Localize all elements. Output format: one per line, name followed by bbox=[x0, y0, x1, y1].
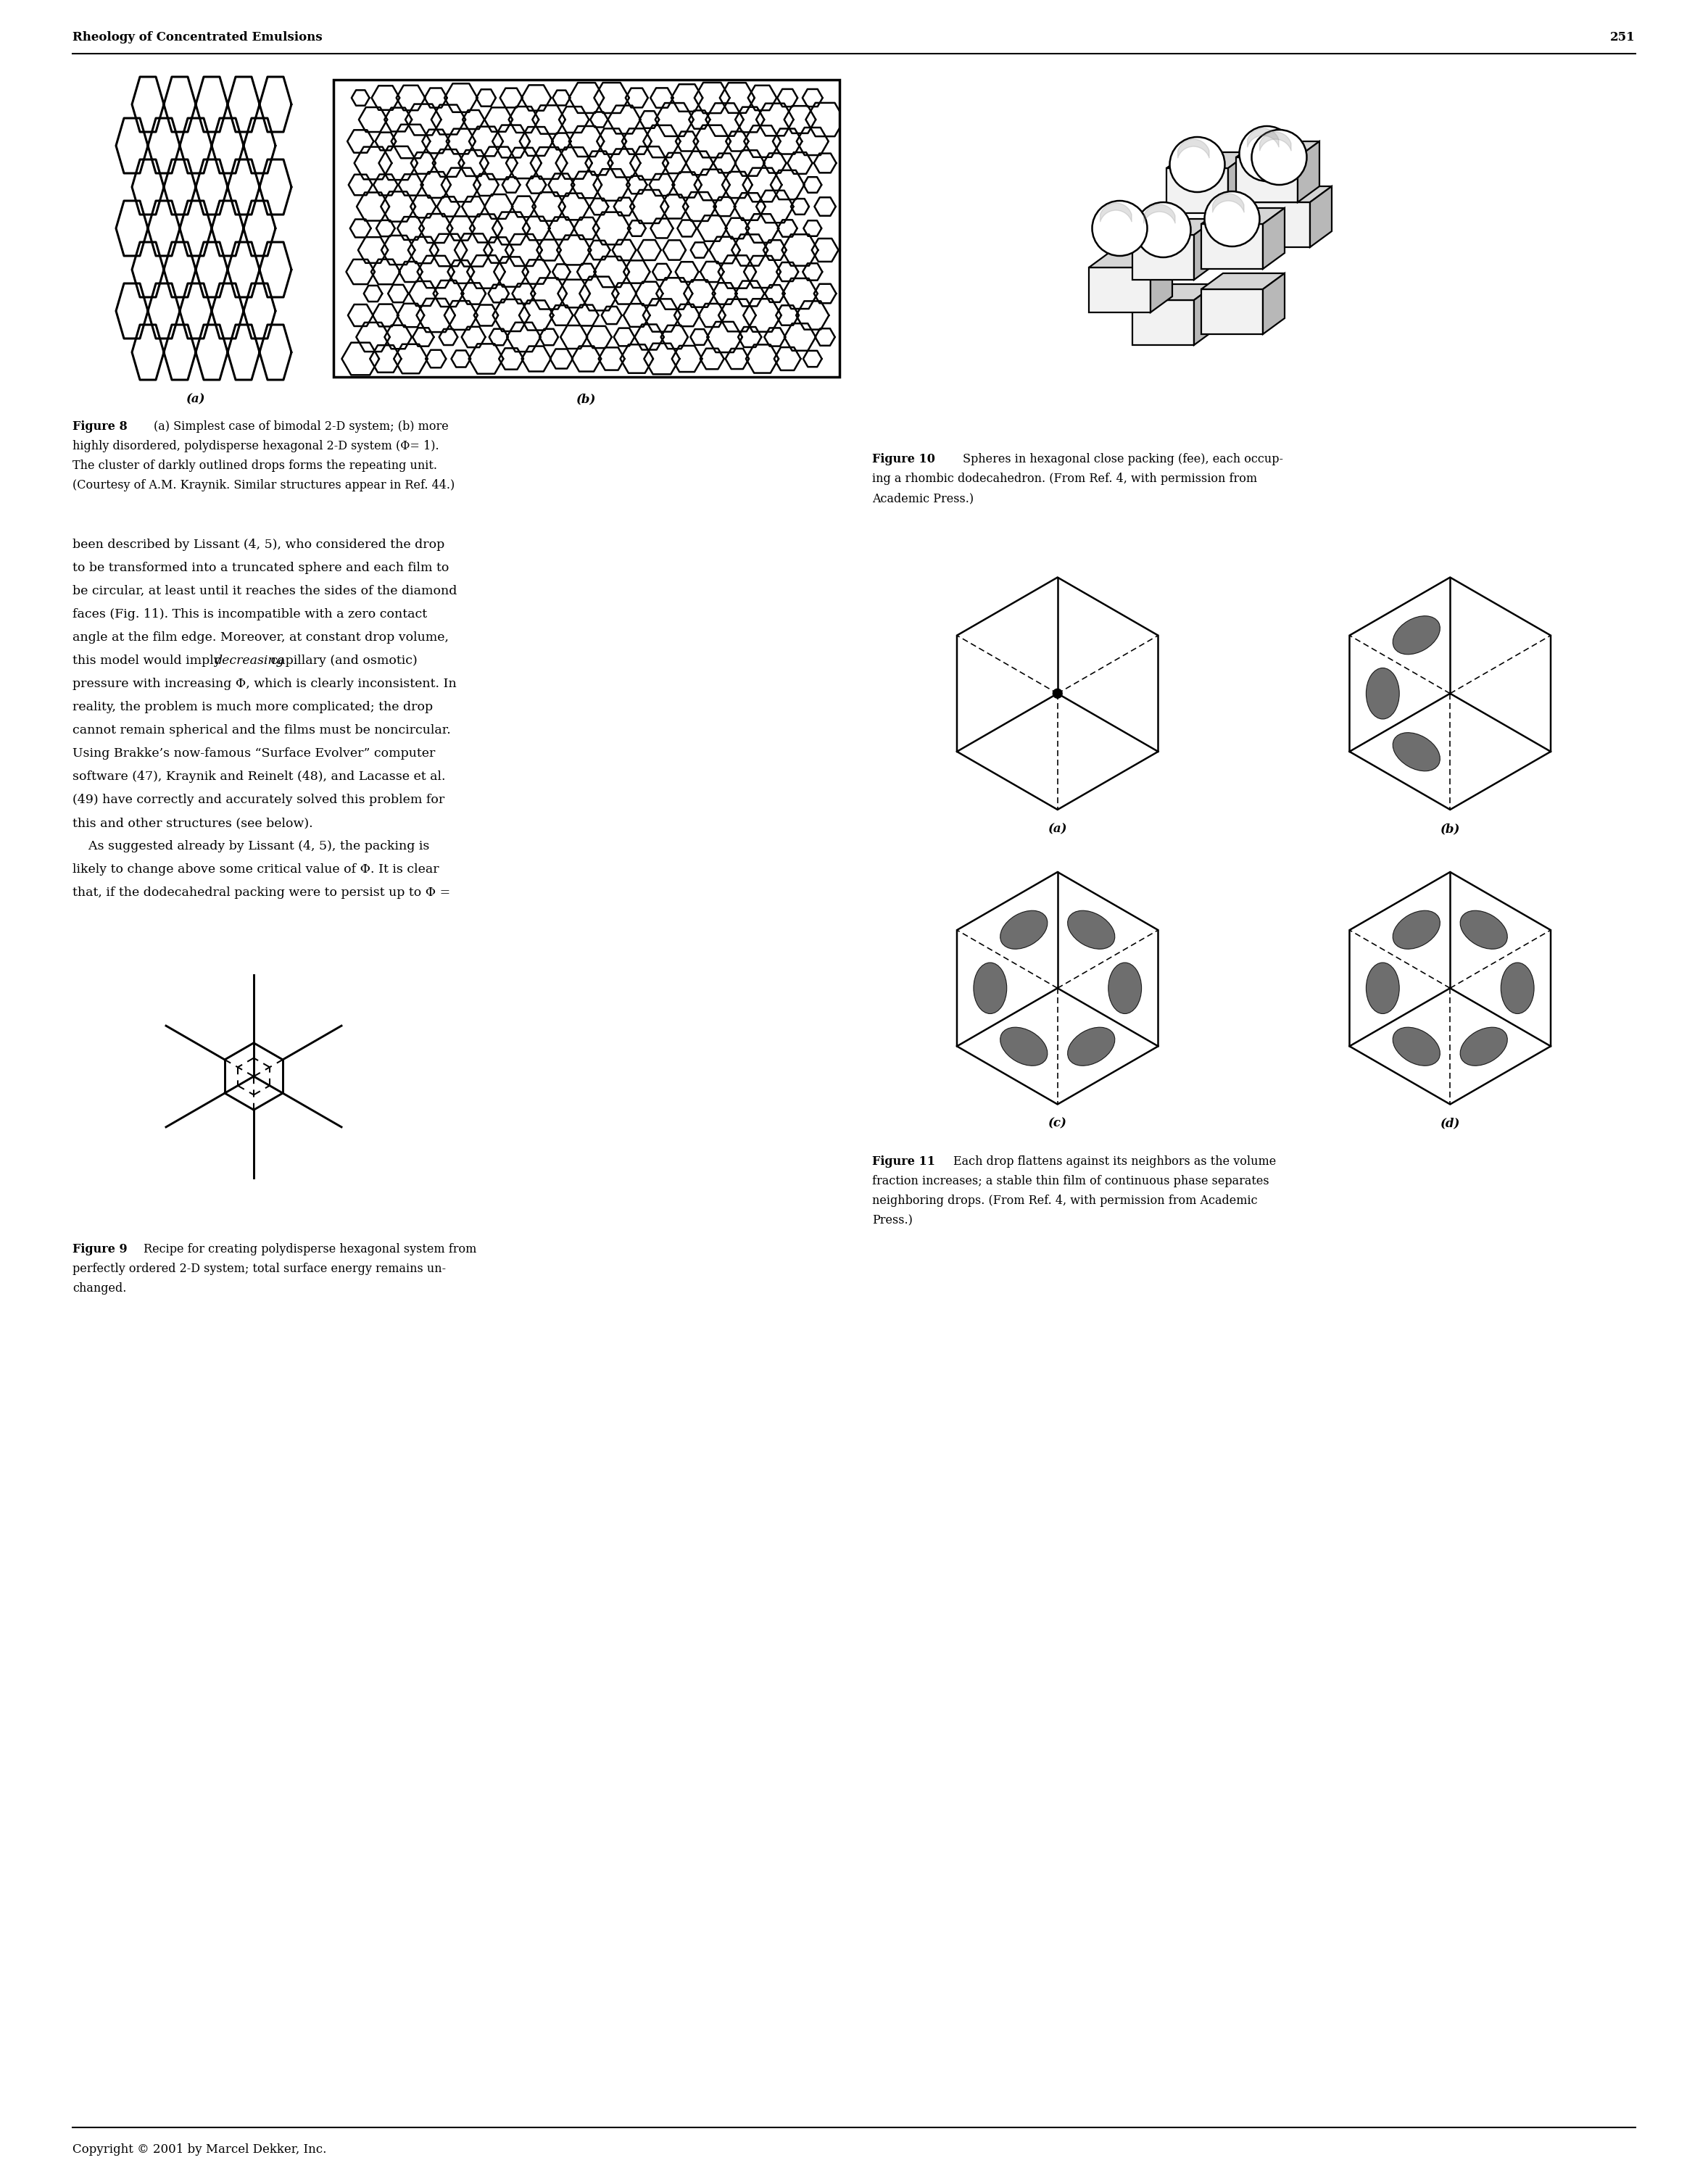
Ellipse shape bbox=[1001, 910, 1047, 949]
Ellipse shape bbox=[1501, 962, 1534, 1014]
Polygon shape bbox=[1167, 168, 1228, 213]
Text: been described by Lissant (4, 5), who considered the drop: been described by Lissant (4, 5), who co… bbox=[72, 540, 444, 551]
Text: Figure 10: Figure 10 bbox=[873, 453, 934, 466]
Text: ing a rhombic dodecahedron. (From Ref. 4, with permission from: ing a rhombic dodecahedron. (From Ref. 4… bbox=[873, 472, 1257, 485]
Text: Spheres in hexagonal close packing (fee), each occup-: Spheres in hexagonal close packing (fee)… bbox=[963, 453, 1283, 466]
Text: Academic Press.): Academic Press.) bbox=[873, 492, 974, 505]
Text: software (47), Kraynik and Reinelt (48), and Lacasse et al.: software (47), Kraynik and Reinelt (48),… bbox=[72, 770, 446, 783]
Text: (49) have correctly and accurately solved this problem for: (49) have correctly and accurately solve… bbox=[72, 794, 444, 805]
Polygon shape bbox=[1298, 141, 1319, 202]
Text: Each drop flattens against its neighbors as the volume: Each drop flattens against its neighbors… bbox=[953, 1155, 1276, 1169]
Circle shape bbox=[1240, 126, 1295, 181]
Text: (c): (c) bbox=[1049, 1116, 1068, 1129]
Polygon shape bbox=[1349, 577, 1551, 809]
Ellipse shape bbox=[1366, 962, 1399, 1014]
Polygon shape bbox=[1201, 224, 1262, 270]
Text: perfectly ordered 2-D system; total surface energy remains un-: perfectly ordered 2-D system; total surf… bbox=[72, 1262, 446, 1275]
Polygon shape bbox=[1249, 202, 1310, 248]
Text: to be transformed into a truncated sphere and each film to: to be transformed into a truncated spher… bbox=[72, 561, 449, 574]
Circle shape bbox=[1204, 191, 1259, 246]
Text: Figure 11: Figure 11 bbox=[873, 1155, 936, 1169]
Ellipse shape bbox=[1001, 1027, 1047, 1066]
Text: that, if the dodecahedral packing were to persist up to Φ =: that, if the dodecahedral packing were t… bbox=[72, 886, 451, 899]
Polygon shape bbox=[1237, 157, 1298, 202]
Polygon shape bbox=[1201, 289, 1262, 335]
Text: Figure 9: Figure 9 bbox=[72, 1242, 128, 1256]
Text: neighboring drops. (From Ref. 4, with permission from Academic: neighboring drops. (From Ref. 4, with pe… bbox=[873, 1195, 1257, 1208]
Polygon shape bbox=[1132, 300, 1194, 346]
Text: highly disordered, polydisperse hexagonal 2-D system (Φ= 1).: highly disordered, polydisperse hexagona… bbox=[72, 440, 439, 453]
Circle shape bbox=[1091, 200, 1148, 257]
Ellipse shape bbox=[1068, 1027, 1115, 1066]
Text: likely to change above some critical value of Φ. It is clear: likely to change above some critical val… bbox=[72, 864, 439, 875]
Ellipse shape bbox=[1392, 733, 1440, 770]
Text: (b): (b) bbox=[577, 394, 596, 405]
Ellipse shape bbox=[1460, 1027, 1508, 1066]
Circle shape bbox=[1052, 690, 1062, 698]
Polygon shape bbox=[1310, 187, 1332, 248]
Polygon shape bbox=[1262, 274, 1284, 335]
Text: this and other structures (see below).: this and other structures (see below). bbox=[72, 816, 313, 829]
Ellipse shape bbox=[1392, 1027, 1440, 1066]
Ellipse shape bbox=[1068, 910, 1115, 949]
Text: (d): (d) bbox=[1440, 1116, 1460, 1129]
Text: (Courtesy of A.M. Kraynik. Similar structures appear in Ref. 44.): (Courtesy of A.M. Kraynik. Similar struc… bbox=[72, 479, 454, 492]
Text: (b): (b) bbox=[1440, 823, 1460, 836]
Polygon shape bbox=[1090, 268, 1151, 313]
Text: changed.: changed. bbox=[72, 1282, 126, 1295]
Text: this model would imply: this model would imply bbox=[72, 655, 225, 666]
Ellipse shape bbox=[974, 962, 1006, 1014]
Ellipse shape bbox=[1392, 616, 1440, 655]
Circle shape bbox=[1252, 131, 1307, 185]
Ellipse shape bbox=[1366, 668, 1399, 718]
Polygon shape bbox=[956, 577, 1158, 809]
Text: (a): (a) bbox=[1049, 823, 1068, 836]
Polygon shape bbox=[1228, 152, 1250, 213]
Polygon shape bbox=[1194, 220, 1216, 281]
Polygon shape bbox=[1132, 220, 1216, 235]
Polygon shape bbox=[1151, 252, 1172, 313]
Text: Press.): Press.) bbox=[873, 1214, 912, 1227]
Polygon shape bbox=[1237, 141, 1319, 157]
Polygon shape bbox=[1249, 187, 1332, 202]
Text: Copyright © 2001 by Marcel Dekker, Inc.: Copyright © 2001 by Marcel Dekker, Inc. bbox=[72, 2143, 326, 2156]
Ellipse shape bbox=[1108, 962, 1141, 1014]
Text: be circular, at least until it reaches the sides of the diamond: be circular, at least until it reaches t… bbox=[72, 585, 458, 596]
Text: Recipe for creating polydisperse hexagonal system from: Recipe for creating polydisperse hexagon… bbox=[143, 1242, 477, 1256]
Text: reality, the problem is much more complicated; the drop: reality, the problem is much more compli… bbox=[72, 701, 432, 714]
Text: 251: 251 bbox=[1611, 30, 1636, 44]
Bar bbox=[333, 81, 840, 376]
Polygon shape bbox=[1349, 873, 1551, 1103]
Polygon shape bbox=[956, 873, 1158, 1103]
Ellipse shape bbox=[1392, 910, 1440, 949]
Polygon shape bbox=[1167, 152, 1250, 168]
Text: (a) Simplest case of bimodal 2-D system; (b) more: (a) Simplest case of bimodal 2-D system;… bbox=[154, 420, 449, 433]
Polygon shape bbox=[1194, 285, 1216, 346]
Text: (a): (a) bbox=[186, 394, 205, 405]
Text: As suggested already by Lissant (4, 5), the packing is: As suggested already by Lissant (4, 5), … bbox=[72, 840, 429, 853]
Text: decreasing: decreasing bbox=[214, 655, 284, 666]
Polygon shape bbox=[1201, 274, 1284, 289]
Text: capillary (and osmotic): capillary (and osmotic) bbox=[266, 655, 417, 666]
Text: Figure 8: Figure 8 bbox=[72, 420, 128, 433]
Polygon shape bbox=[1090, 252, 1172, 268]
Circle shape bbox=[1136, 202, 1190, 257]
Text: Rheology of Concentrated Emulsions: Rheology of Concentrated Emulsions bbox=[72, 30, 323, 44]
Text: faces (Fig. 11). This is incompatible with a zero contact: faces (Fig. 11). This is incompatible wi… bbox=[72, 607, 427, 620]
Text: pressure with increasing Φ, which is clearly inconsistent. In: pressure with increasing Φ, which is cle… bbox=[72, 677, 456, 690]
Text: angle at the film edge. Moreover, at constant drop volume,: angle at the film edge. Moreover, at con… bbox=[72, 631, 449, 644]
Text: The cluster of darkly outlined drops forms the repeating unit.: The cluster of darkly outlined drops for… bbox=[72, 459, 437, 472]
Text: Using Brakke’s now-famous “Surface Evolver” computer: Using Brakke’s now-famous “Surface Evolv… bbox=[72, 746, 436, 759]
Polygon shape bbox=[1132, 285, 1216, 300]
Polygon shape bbox=[1132, 235, 1194, 281]
Polygon shape bbox=[1201, 209, 1284, 224]
Polygon shape bbox=[1262, 209, 1284, 270]
Text: cannot remain spherical and the films must be noncircular.: cannot remain spherical and the films mu… bbox=[72, 725, 451, 735]
Text: fraction increases; a stable thin film of continuous phase separates: fraction increases; a stable thin film o… bbox=[873, 1175, 1269, 1188]
Circle shape bbox=[1170, 137, 1225, 191]
Ellipse shape bbox=[1460, 910, 1508, 949]
